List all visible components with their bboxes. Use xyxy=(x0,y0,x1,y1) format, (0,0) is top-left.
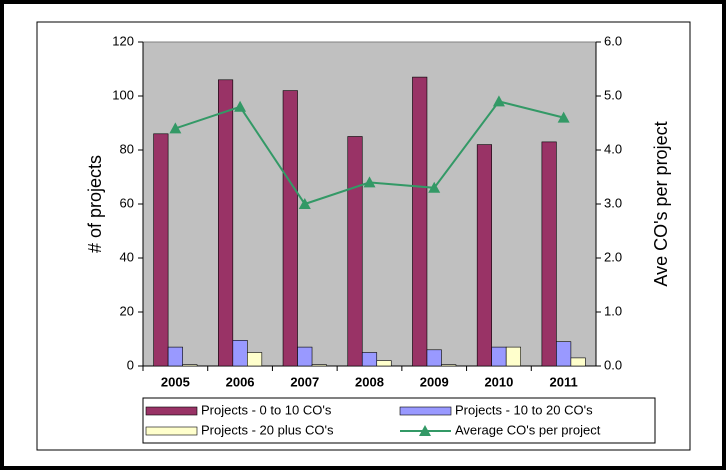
bar xyxy=(491,346,507,367)
line-marker xyxy=(419,425,431,436)
legend-label: Projects - 0 to 10 CO's xyxy=(201,402,332,417)
legend-label: Projects - 20 plus CO's xyxy=(201,422,334,437)
bar xyxy=(182,364,198,367)
bar xyxy=(441,364,457,367)
x-tick-label: 2010 xyxy=(484,374,513,389)
bar xyxy=(347,136,363,367)
line-marker xyxy=(428,181,441,193)
bar xyxy=(311,364,327,367)
legend xyxy=(142,397,656,444)
y-tick-label: 120 xyxy=(112,33,134,48)
bar xyxy=(167,346,183,367)
bar xyxy=(218,79,234,367)
y2-axis-title: Ave CO's per project xyxy=(651,121,671,286)
x-tick-label: 2006 xyxy=(226,374,255,389)
y2-tick-label: 3.0 xyxy=(604,195,622,210)
bar xyxy=(426,349,442,367)
bar xyxy=(412,76,428,367)
legend-swatch xyxy=(145,426,198,436)
x-tick-label: 2005 xyxy=(161,374,190,389)
x-tick-label: 2007 xyxy=(290,374,319,389)
bar xyxy=(376,360,392,367)
plot-area xyxy=(142,41,597,367)
y-tick-label: 60 xyxy=(120,195,134,210)
y-tick-label: 40 xyxy=(120,249,134,264)
legend-swatch xyxy=(145,406,198,416)
legend-label: Projects - 10 to 20 CO's xyxy=(455,402,593,417)
y-tick-label: 0 xyxy=(127,357,134,372)
y2-tick-label: 5.0 xyxy=(604,87,622,102)
bar xyxy=(297,346,313,367)
bar xyxy=(541,141,557,367)
y-tick-label: 100 xyxy=(112,87,134,102)
line-marker xyxy=(492,95,505,107)
line-marker xyxy=(363,176,376,188)
legend-label: Average CO's per project xyxy=(455,422,601,437)
y2-tick-label: 4.0 xyxy=(604,141,622,156)
y-tick-label: 20 xyxy=(120,303,134,318)
bar xyxy=(232,340,248,367)
bar xyxy=(247,352,263,367)
x-tick-label: 2008 xyxy=(355,374,384,389)
y2-tick-label: 6.0 xyxy=(604,33,622,48)
x-tick-label: 2009 xyxy=(420,374,449,389)
y-tick-label: 80 xyxy=(120,141,134,156)
legend-swatch xyxy=(399,406,452,416)
bar xyxy=(570,357,586,367)
line-marker xyxy=(169,122,182,134)
bar xyxy=(361,352,378,367)
bar xyxy=(505,346,521,367)
bar xyxy=(556,341,572,367)
y2-tick-label: 1.0 xyxy=(604,303,622,318)
line-marker xyxy=(234,100,247,112)
line-marker xyxy=(298,198,311,209)
y2-tick-label: 0.0 xyxy=(604,357,622,372)
y-axis-title: # of projects xyxy=(85,155,105,253)
line-marker xyxy=(557,111,570,123)
bar xyxy=(282,90,298,367)
bar xyxy=(476,144,492,367)
bar xyxy=(153,133,169,367)
y2-tick-label: 2.0 xyxy=(604,249,622,264)
x-tick-label: 2011 xyxy=(550,374,578,389)
